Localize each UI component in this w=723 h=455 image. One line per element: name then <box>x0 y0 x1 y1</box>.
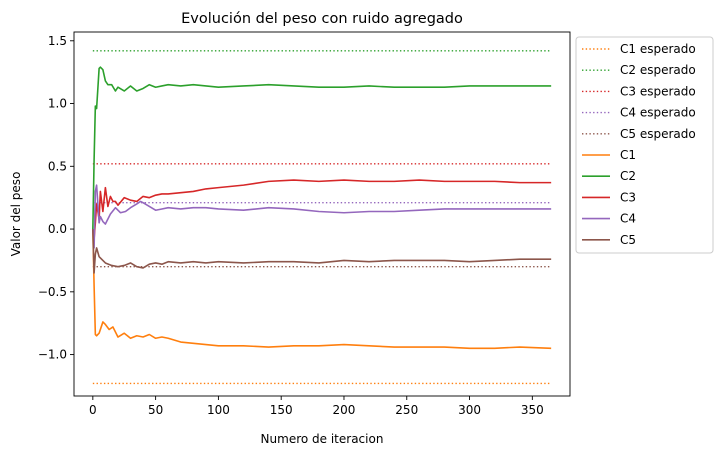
legend-label: C5 <box>620 233 636 247</box>
x-tick-label: 250 <box>395 403 418 417</box>
y-tick-label: 0.0 <box>48 222 67 236</box>
series-lines <box>92 66 552 350</box>
series-line-c5 <box>92 229 552 274</box>
x-axis-title: Numero de iteracion <box>261 432 384 446</box>
chart-title: Evolución del peso con ruido agregado <box>181 11 463 27</box>
x-tick-label: 200 <box>333 403 356 417</box>
y-axis-title: Valor del peso <box>9 172 23 257</box>
y-tick-label: 1.5 <box>48 34 67 48</box>
legend-label: C4 <box>620 212 636 226</box>
legend-label: C2 <box>620 169 636 183</box>
legend: C1 esperado C2 esperado C3 esperado C4 espe… <box>575 36 714 254</box>
legend-label: C5 esperado <box>620 127 696 141</box>
x-tick-label: 300 <box>458 403 481 417</box>
legend-label: C2 esperado <box>620 63 696 77</box>
series-line-c3 <box>92 179 552 240</box>
x-tick-label: 100 <box>207 403 230 417</box>
legend-label: C1 esperado <box>620 42 696 56</box>
y-tick-label: −0.5 <box>38 285 67 299</box>
legend-label: C3 <box>620 190 636 204</box>
y-axis-ticks: −1.0 −0.5 0.0 0.5 1.0 1.5 <box>38 34 74 362</box>
x-tick-label: 350 <box>521 403 544 417</box>
expected-lines <box>92 50 552 385</box>
legend-frame <box>575 36 714 254</box>
legend-label: C3 esperado <box>620 84 696 98</box>
y-tick-label: 0.5 <box>48 159 67 173</box>
series-line-c4 <box>92 184 552 249</box>
series-line-c1 <box>92 229 552 350</box>
y-tick-label: −1.0 <box>38 348 67 362</box>
series-line-c2 <box>92 66 552 230</box>
y-tick-label: 1.0 <box>48 97 67 111</box>
plot-area: 0 50 100 150 200 250 300 350 −1.0 −0.5 0.0 0.5 1.0 1… <box>38 31 571 417</box>
x-tick-label: 0 <box>89 403 97 417</box>
plot-frame <box>73 31 571 397</box>
legend-label: C4 esperado <box>620 106 696 120</box>
x-tick-label: 150 <box>270 403 293 417</box>
x-axis-ticks: 0 50 100 150 200 250 300 350 <box>89 396 544 417</box>
x-tick-label: 50 <box>148 403 163 417</box>
legend-label: C1 <box>620 148 636 162</box>
